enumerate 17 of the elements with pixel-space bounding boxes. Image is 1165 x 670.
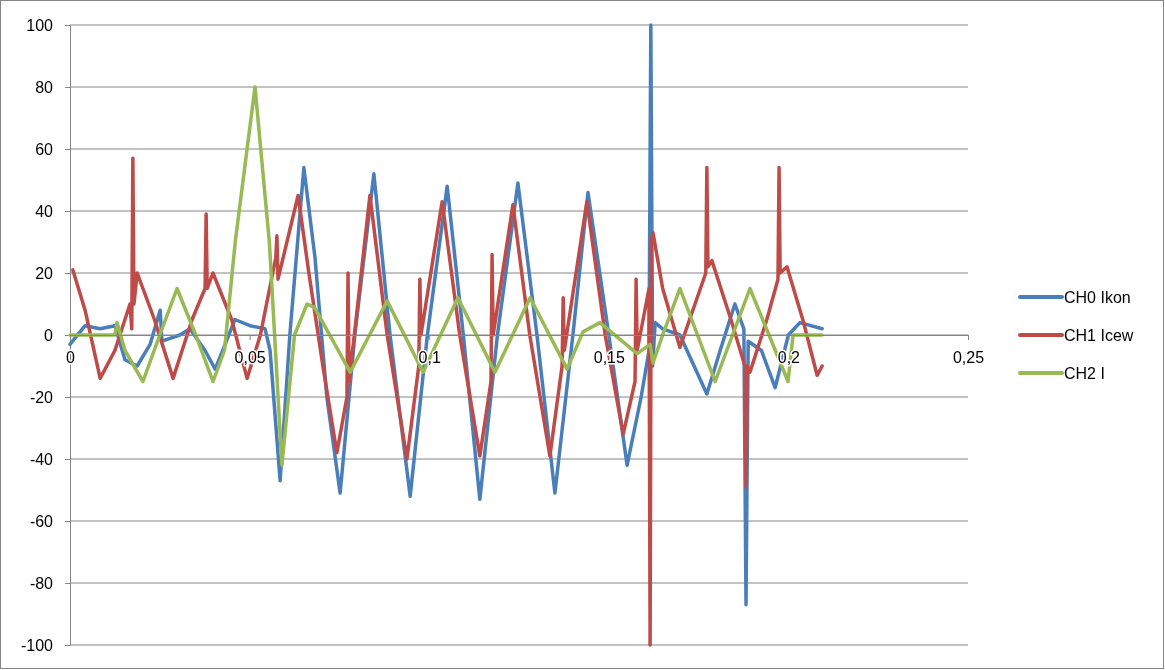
y-tick-label: 0: [44, 326, 54, 344]
y-tick-label: -60: [29, 512, 54, 530]
y-tick-label: 20: [35, 264, 54, 282]
x-tick-label: 0,25: [952, 349, 985, 367]
y-tick-label: -40: [29, 450, 54, 468]
legend-label: CH1 Icew: [1064, 327, 1134, 344]
y-tick-label: -20: [29, 388, 54, 406]
legend-label: CH2 I: [1064, 365, 1105, 382]
y-tick-label: -80: [29, 574, 54, 592]
legend-label: CH0 Ikon: [1064, 289, 1131, 306]
y-tick-label: -100: [20, 636, 54, 654]
line-series: [68, 85, 824, 467]
y-tick-label: 80: [35, 78, 54, 96]
y-tick-label: 60: [35, 140, 54, 158]
y-tick-label: 100: [26, 16, 54, 34]
x-tick-label: 0: [66, 349, 76, 367]
y-tick-label: 40: [35, 202, 54, 220]
